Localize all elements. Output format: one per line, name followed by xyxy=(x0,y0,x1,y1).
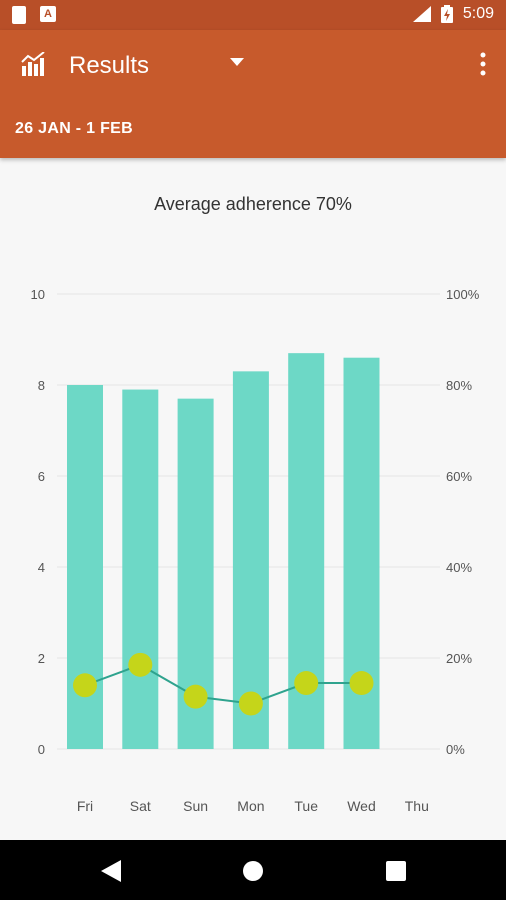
app-toolbar: Results 26 JAN - 1 FEB xyxy=(0,30,506,158)
date-range[interactable]: 26 JAN - 1 FEB xyxy=(15,120,134,137)
chart-title: Average adherence 70% xyxy=(154,194,352,214)
overflow-menu-icon[interactable] xyxy=(480,52,486,76)
left-tick-label: 8 xyxy=(38,378,45,393)
navigation-bar xyxy=(0,840,506,900)
left-tick-label: 0 xyxy=(38,742,45,757)
category-label-fri: Fri xyxy=(77,798,93,814)
category-label-wed: Wed xyxy=(347,798,376,814)
signal-icon xyxy=(412,6,431,22)
right-tick-label: 60% xyxy=(446,469,472,484)
left-tick-label: 6 xyxy=(38,469,45,484)
adherence-point-fri xyxy=(73,673,97,698)
status-time: 5:09 xyxy=(462,5,494,22)
right-tick-label: 40% xyxy=(446,560,472,575)
bar-mon xyxy=(232,371,269,749)
battery-icon xyxy=(440,5,453,23)
dropdown-arrow-icon[interactable] xyxy=(230,58,244,66)
left-tick-label: 10 xyxy=(31,287,45,302)
category-label-sun: Sun xyxy=(183,798,208,814)
adherence-point-sat xyxy=(128,652,153,677)
right-tick-label: 80% xyxy=(446,378,472,393)
category-label-sat: Sat xyxy=(130,798,151,814)
category-label-tue: Tue xyxy=(294,798,318,814)
right-tick-label: 20% xyxy=(446,651,472,666)
right-tick-label: 0% xyxy=(446,742,465,757)
status-bar: A 5:09 xyxy=(0,0,506,30)
screen-title: Results xyxy=(69,52,150,79)
recents-icon[interactable] xyxy=(386,861,406,881)
notification-a-icon: A xyxy=(40,6,56,22)
left-tick-label: 2 xyxy=(38,651,45,666)
adherence-point-sun xyxy=(183,684,208,709)
adherence-point-tue xyxy=(294,671,319,696)
bar-sat xyxy=(122,389,159,749)
bar-chart-icon[interactable] xyxy=(20,52,46,76)
category-label-thu: Thu xyxy=(405,798,429,814)
category-label-mon: Mon xyxy=(237,798,264,814)
adherence-point-mon xyxy=(238,691,263,716)
sd-card-icon xyxy=(12,6,26,24)
left-tick-label: 4 xyxy=(38,560,45,575)
right-tick-label: 100% xyxy=(446,287,480,302)
home-icon[interactable] xyxy=(242,860,264,882)
back-icon[interactable] xyxy=(101,860,121,882)
adherence-point-wed xyxy=(349,671,374,696)
